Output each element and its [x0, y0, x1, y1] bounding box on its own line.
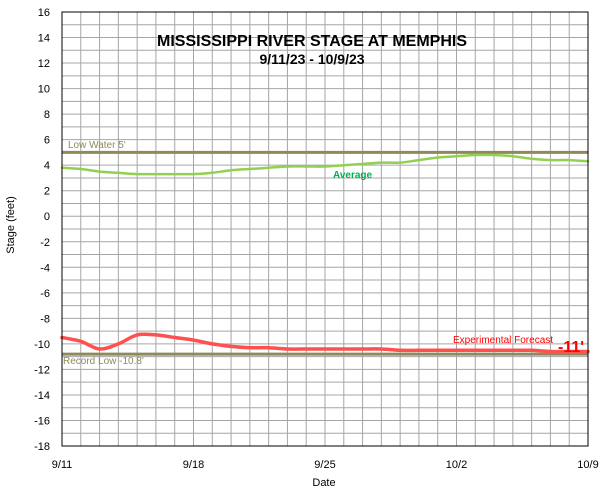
y-axis-title: Stage (feet) [5, 196, 17, 253]
y-tick-label: -14 [34, 390, 50, 402]
annotation-forecast: Experimental Forecast [453, 335, 553, 346]
annotation-average: Average [333, 170, 373, 181]
x-tick-label: 9/25 [314, 459, 335, 471]
y-tick-label: 0 [44, 211, 50, 223]
plot-area [61, 11, 589, 447]
x-tick-label: 10/2 [446, 459, 467, 471]
y-tick-label: -16 [34, 415, 50, 427]
series-line-forecast [60, 332, 590, 354]
reference-label-record-low: Record Low -10.8' [63, 356, 144, 367]
y-tick-label: 8 [44, 109, 50, 121]
y-tick-label: -10 [34, 339, 50, 351]
y-tick-label: -6 [40, 288, 50, 300]
y-tick-label: -18 [34, 441, 50, 453]
x-tick-label: 9/18 [183, 459, 204, 471]
y-tick-label: 14 [38, 33, 50, 45]
x-tick-label: 9/11 [52, 459, 73, 471]
x-tick-label: 10/9 [577, 459, 598, 471]
y-tick-labels: 16 14 12 10 8 6 4 2 0 -2 -4 -6 -8 -10 -12 -14 -16 -18 [34, 7, 50, 453]
y-tick-label: -8 [40, 313, 50, 325]
y-tick-label: -4 [40, 262, 50, 274]
y-tick-label: 4 [44, 160, 50, 172]
y-tick-label: -2 [40, 237, 50, 249]
annotation-forecast-value: -11' [558, 339, 584, 356]
chart-subtitle: 9/11/23 - 10/9/23 [259, 51, 364, 67]
series-line-average [60, 153, 590, 176]
y-tick-label: 16 [38, 7, 50, 19]
chart-title: MISSISSIPPI RIVER STAGE AT MEMPHIS [157, 33, 467, 50]
series-lines [60, 153, 590, 354]
x-tick-labels: 9/11 9/18 9/25 10/2 10/9 [52, 459, 599, 471]
x-axis-title: Date [312, 477, 335, 489]
y-tick-label: 6 [44, 135, 50, 147]
reference-lines [62, 150, 588, 356]
y-tick-label: 10 [38, 84, 50, 96]
y-tick-label: 2 [44, 186, 50, 198]
y-tick-label: -12 [34, 364, 50, 376]
y-tick-label: 12 [38, 58, 50, 70]
reference-label-low-water: Low Water 5' [68, 140, 126, 151]
